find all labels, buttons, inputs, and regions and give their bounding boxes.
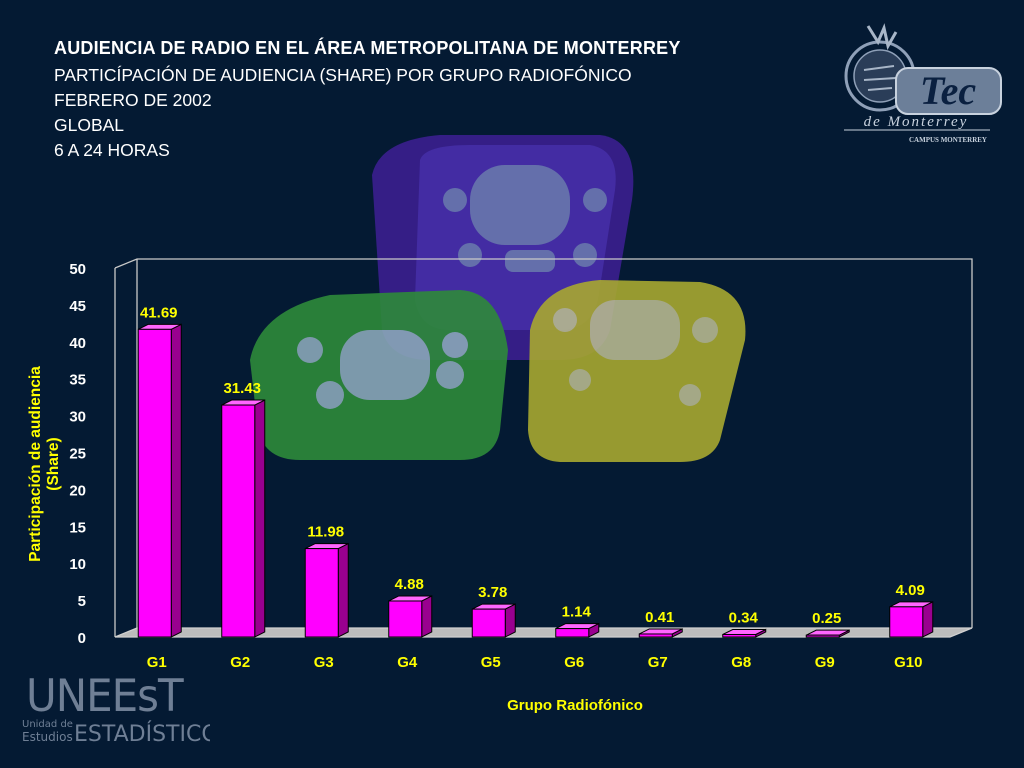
x-tick-label: G4 <box>397 654 418 671</box>
bar-front <box>638 633 673 638</box>
bars <box>137 323 934 638</box>
y-axis: 0 5 10 15 20 25 30 35 40 45 50 <box>69 261 86 647</box>
tec-logo-text: Tec <box>920 68 977 113</box>
y-tick-label: 30 <box>69 409 86 426</box>
bar <box>388 595 433 638</box>
bar-front <box>221 404 256 638</box>
uneest-logo-sub3: ESTADÍSTICOS <box>74 721 210 747</box>
x-tick-label: G3 <box>314 654 334 671</box>
subtitle-1: PARTICÍPACIÓN DE AUDIENCIA (SHARE) POR G… <box>54 65 632 85</box>
x-tick-label: G5 <box>481 654 501 671</box>
bar-front <box>805 634 840 638</box>
x-tick-label: G2 <box>230 654 250 671</box>
data-label: 0.34 <box>729 609 759 626</box>
tec-logo-subtext: de Monterrey <box>864 114 969 130</box>
subtitle-2: FEBRERO DE 2002 <box>54 90 212 110</box>
bar-side <box>337 542 349 638</box>
uneest-logo: UNEEsT Unidad de Estudios ESTADÍSTICOS <box>22 671 210 747</box>
bar <box>889 601 934 638</box>
data-labels: 41.69 31.43 11.98 4.88 3.78 1.14 0.41 0.34 0.25 4… <box>140 304 925 627</box>
x-tick-label: G9 <box>815 654 835 671</box>
x-axis: G1 G2 G3 G4 G5 G6 G7 G8 G9 G10 <box>147 654 923 671</box>
bar <box>221 399 266 638</box>
tec-logo-campus: CAMPUS MONTERREY <box>909 136 987 144</box>
x-tick-label: G6 <box>564 654 584 671</box>
radio-illustration-yellow <box>528 280 746 462</box>
data-label: 4.88 <box>395 576 424 593</box>
y-tick-label: 20 <box>69 482 86 499</box>
bar-side <box>504 603 516 638</box>
uneest-logo-sub1: Unidad de <box>22 719 73 730</box>
y-tick-label: 40 <box>69 335 86 352</box>
bar-front <box>471 608 506 638</box>
bar-front <box>889 606 924 638</box>
subtitle-3: GLOBAL <box>54 115 125 135</box>
data-label: 41.69 <box>140 304 178 321</box>
uneest-logo-main: UNEEsT <box>26 671 184 722</box>
y-tick-label: 5 <box>78 593 86 610</box>
y-tick-label: 45 <box>69 298 86 315</box>
y-tick-label: 35 <box>69 372 86 389</box>
x-tick-label: G7 <box>648 654 668 671</box>
y-tick-label: 50 <box>69 261 86 278</box>
x-axis-label: Grupo Radiofónico <box>507 697 643 714</box>
y-tick-label: 15 <box>69 519 86 536</box>
data-label: 0.25 <box>812 610 841 627</box>
bar-front <box>722 633 757 638</box>
data-label: 1.14 <box>562 604 592 621</box>
bar <box>555 622 600 638</box>
data-label: 31.43 <box>223 380 261 397</box>
data-label: 4.09 <box>896 582 925 599</box>
bar <box>304 542 349 638</box>
tec-logo: Tec de Monterrey CAMPUS MONTERREY <box>844 23 1002 144</box>
subtitle-4: 6 A 24 HORAS <box>54 140 170 160</box>
bar-side <box>421 595 433 638</box>
bar-side <box>170 323 182 638</box>
title-block: AUDIENCIA DE RADIO EN EL ÁREA METROPOLIT… <box>54 38 681 163</box>
bar <box>638 628 683 638</box>
y-tick-label: 0 <box>78 630 86 647</box>
bar-front <box>304 548 339 638</box>
y-axis-label: Participación de audiencia (Share) <box>27 366 62 562</box>
bar <box>805 629 850 638</box>
x-tick-label: G10 <box>894 654 922 671</box>
bar-side <box>254 399 266 638</box>
bar-front <box>555 628 590 638</box>
data-label: 3.78 <box>478 584 507 601</box>
uneest-logo-sub2: Estudios <box>22 730 73 744</box>
y-tick-label: 25 <box>69 446 86 463</box>
x-tick-label: G8 <box>731 654 751 671</box>
x-tick-label: G1 <box>147 654 167 671</box>
y-tick-label: 10 <box>69 556 86 573</box>
bar-front <box>137 328 172 638</box>
radio-illustration-green <box>250 290 508 460</box>
bar <box>137 323 182 638</box>
bar <box>471 603 516 638</box>
bar-side <box>922 601 934 638</box>
chart-title: AUDIENCIA DE RADIO EN EL ÁREA METROPOLIT… <box>54 38 681 58</box>
data-label: 11.98 <box>307 524 344 541</box>
bar-front <box>388 600 423 638</box>
bar <box>722 628 767 638</box>
data-label: 0.41 <box>645 609 674 626</box>
